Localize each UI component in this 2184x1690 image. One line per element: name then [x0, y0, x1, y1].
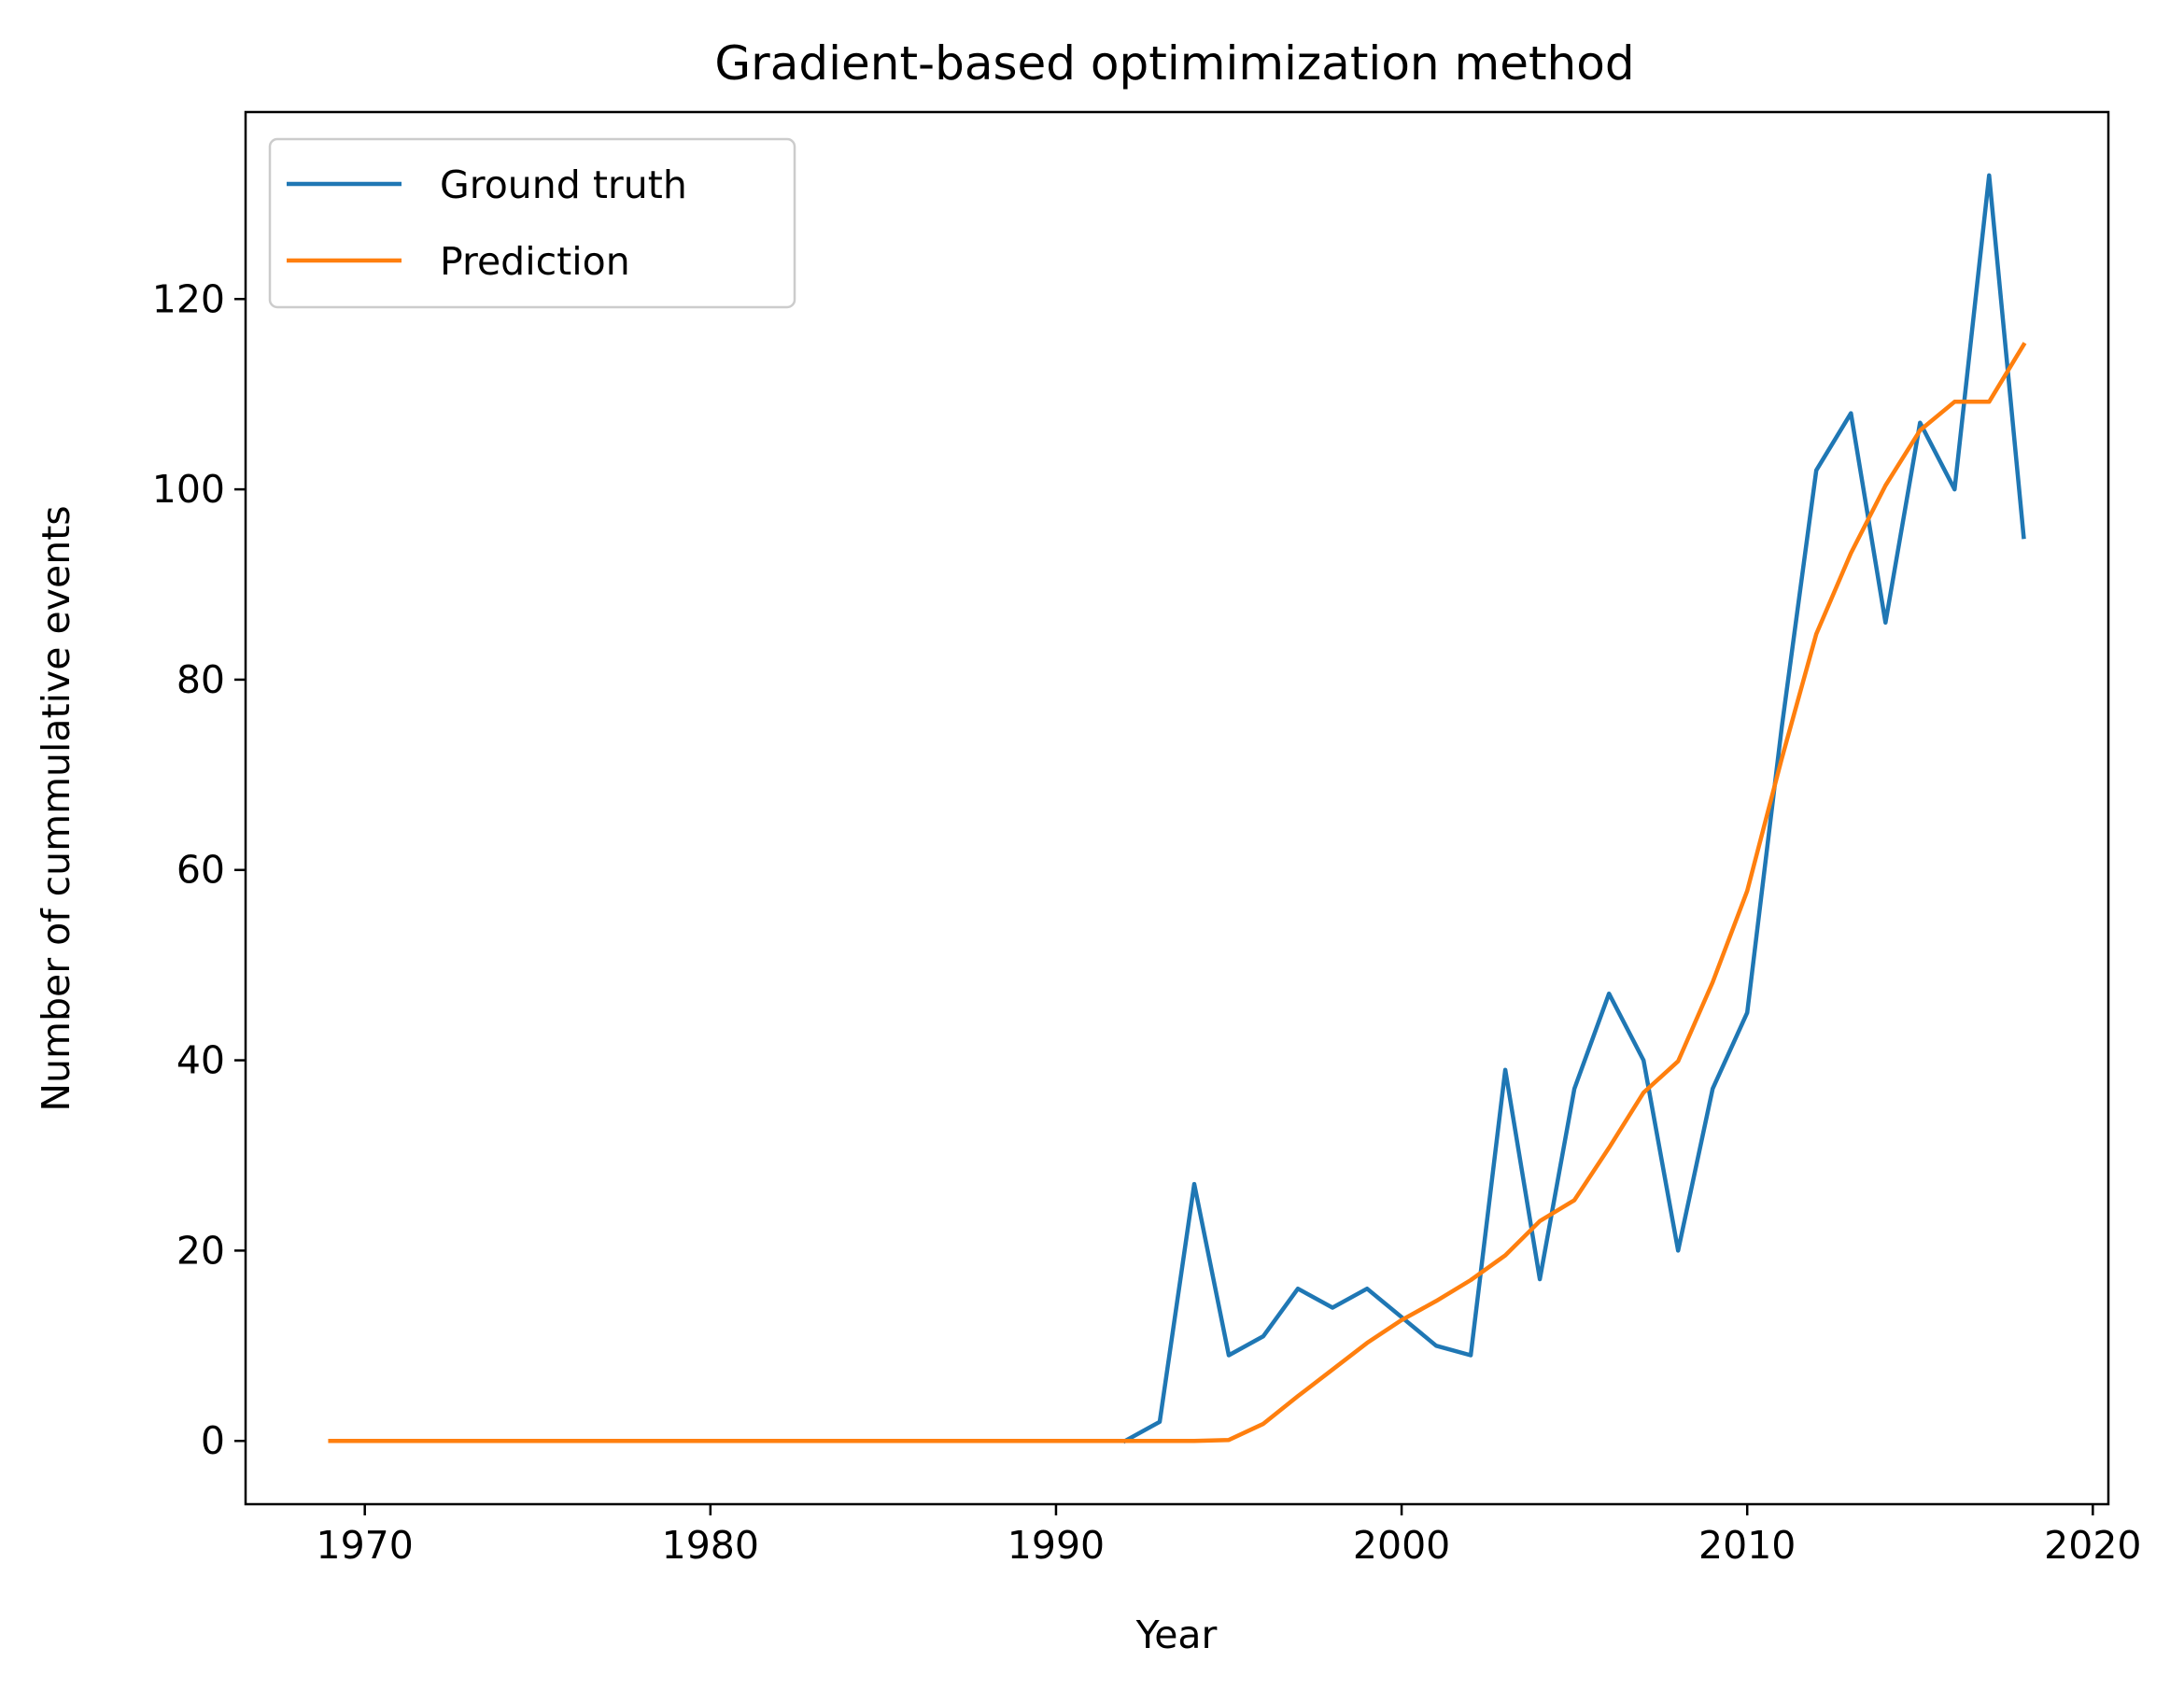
- chart-title: Gradient-based optimimization method: [714, 36, 1634, 91]
- series-line-ground-truth: [1121, 173, 2026, 1444]
- x-axis-ticks: 1970 1980 1990 2000 2010 2020: [317, 1504, 2142, 1568]
- y-tick-label: 120: [152, 276, 225, 321]
- x-tick-label: 2020: [2044, 1523, 2141, 1568]
- y-axis-ticks: 0 20 40 60 80 100 120: [152, 276, 246, 1463]
- plot-area: [244, 110, 2110, 1506]
- x-tick-label: 1970: [317, 1523, 414, 1568]
- series-line-prediction: [328, 342, 2027, 1444]
- x-tick-label: 1990: [1007, 1523, 1105, 1568]
- legend: Ground truth Prediction: [268, 137, 796, 309]
- axes-frame: [244, 110, 2110, 1506]
- y-tick-label: 40: [176, 1038, 225, 1083]
- legend-label-ground-truth: Ground truth: [440, 162, 687, 207]
- x-tick-label: 1980: [662, 1523, 759, 1568]
- y-tick-label: 20: [176, 1228, 225, 1273]
- y-tick-label: 0: [201, 1418, 225, 1463]
- x-axis-label: Year: [1135, 1613, 1218, 1657]
- legend-label-prediction: Prediction: [440, 239, 630, 284]
- y-tick-label: 80: [176, 657, 225, 702]
- legend-box: [268, 137, 796, 309]
- x-tick-label: 2000: [1353, 1523, 1450, 1568]
- y-tick-label: 100: [152, 467, 225, 512]
- y-axis-label: Number of cummulative events: [34, 505, 78, 1111]
- y-tick-label: 60: [176, 848, 225, 893]
- series-group: [328, 173, 2027, 1444]
- x-tick-label: 2010: [1698, 1523, 1796, 1568]
